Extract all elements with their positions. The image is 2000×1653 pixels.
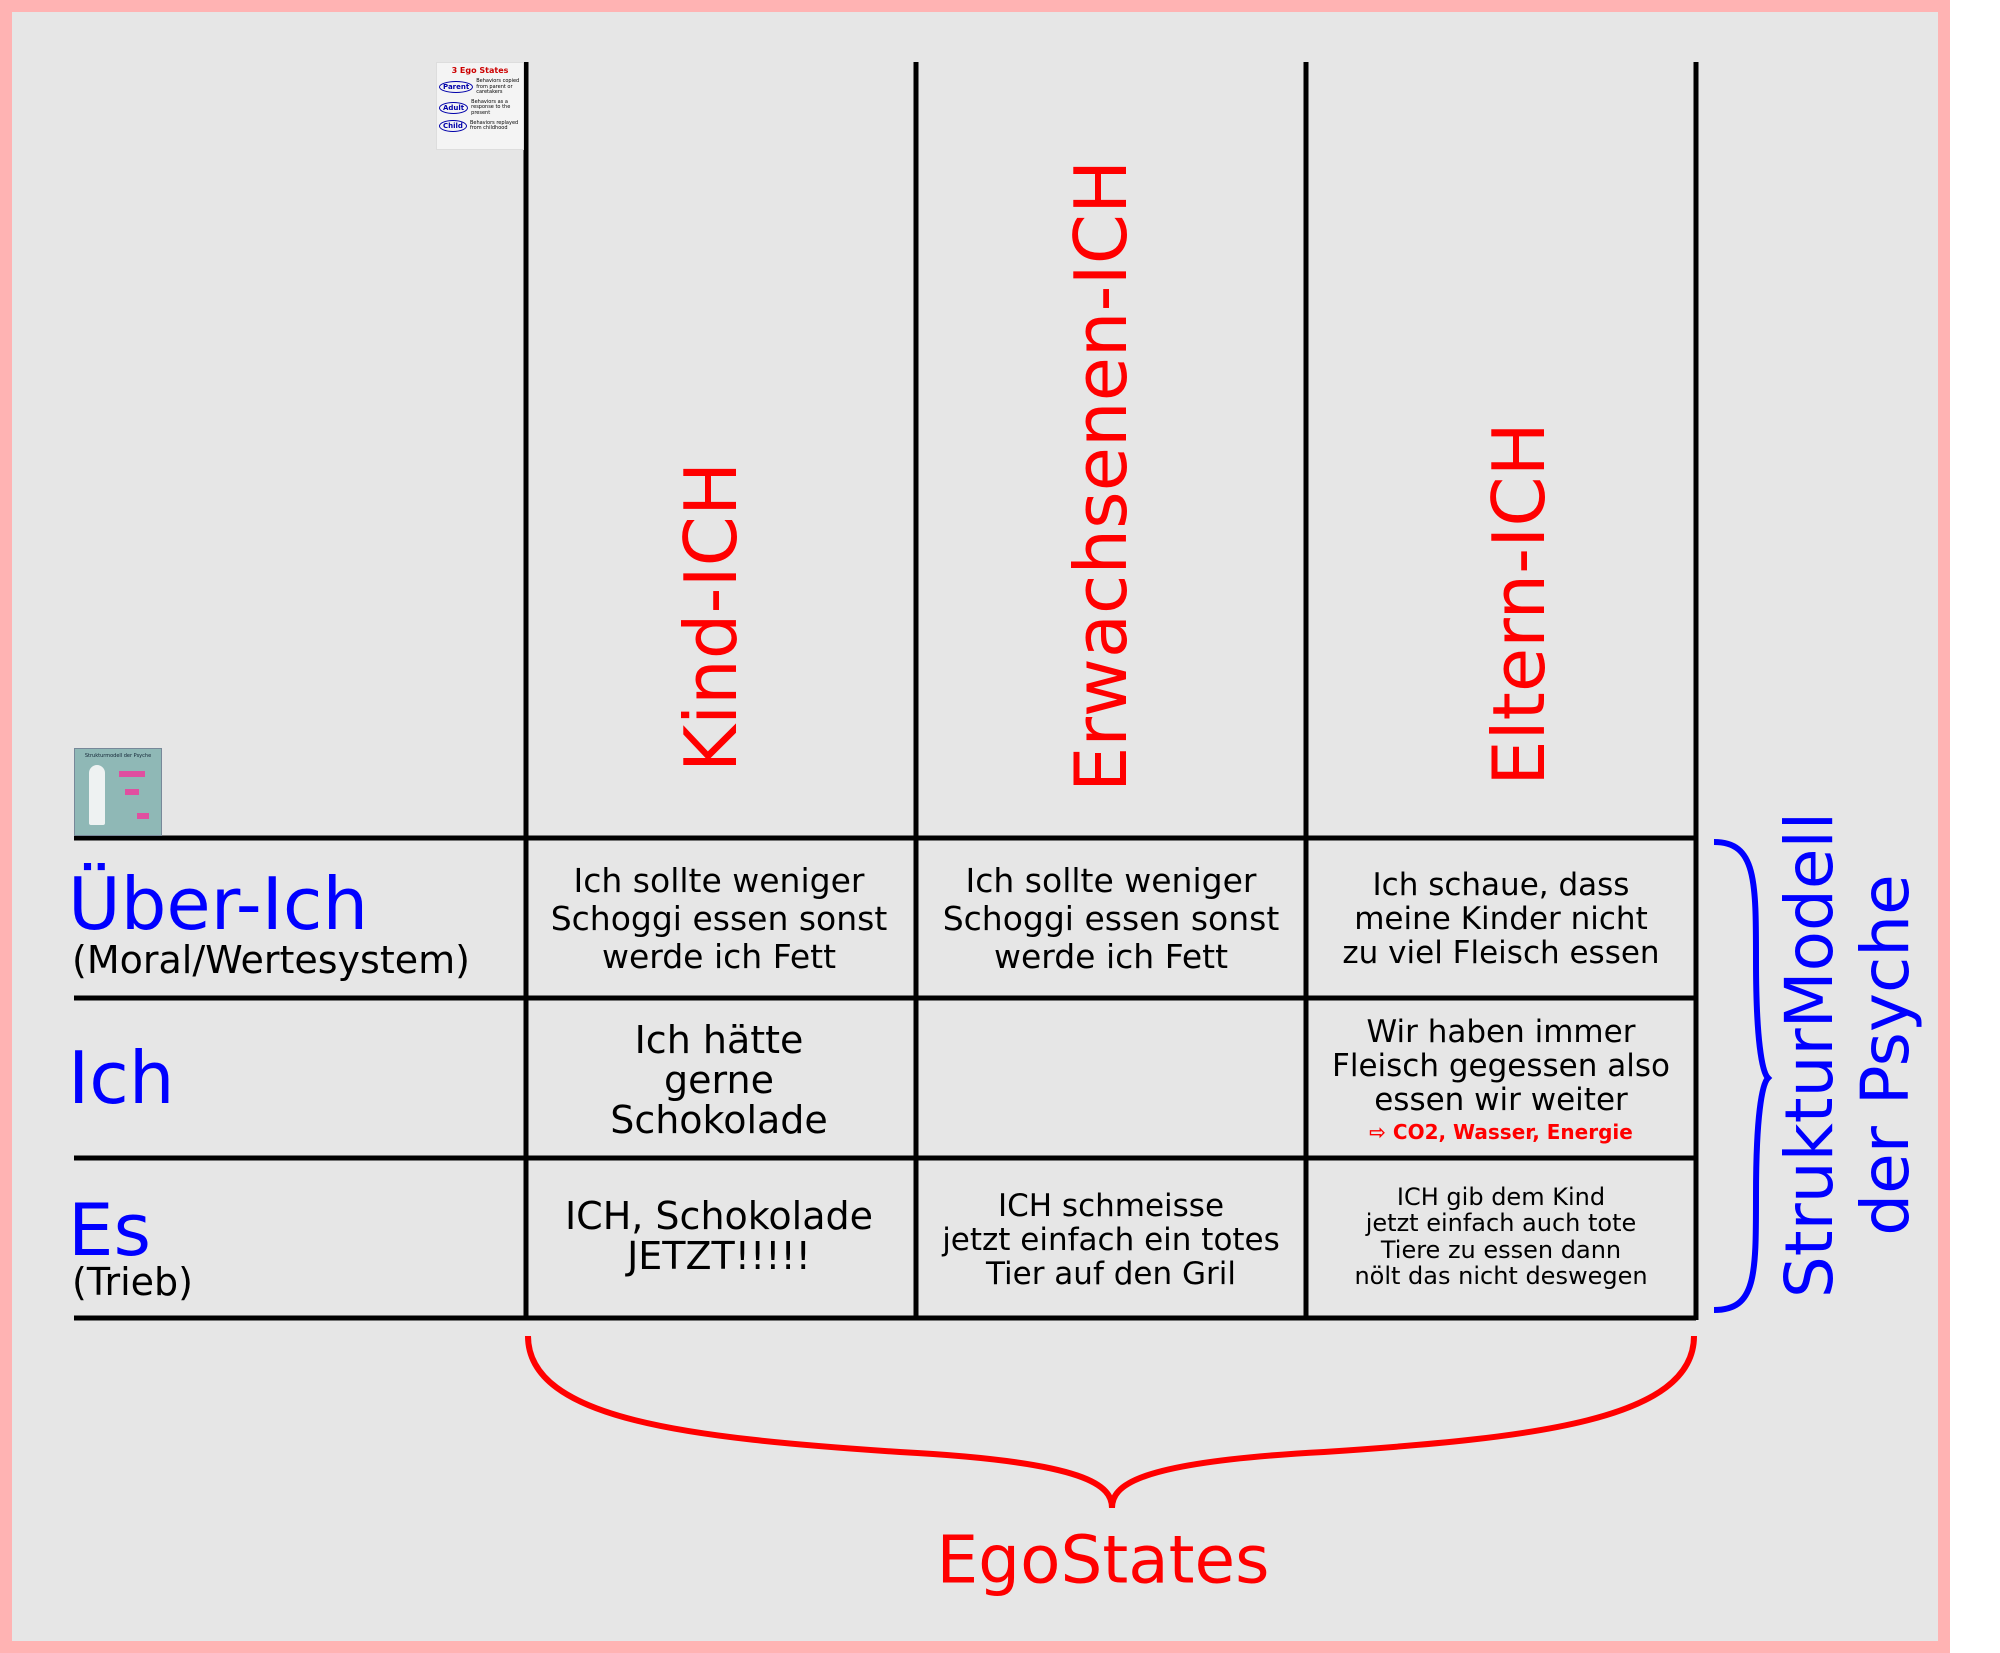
cell-ueber-ich-eltern: Ich schaue, dass meine Kinder nicht zu v…	[1311, 868, 1691, 970]
cell-line: gerne	[664, 1058, 774, 1103]
cell-line: werde ich Fett	[601, 936, 837, 976]
strukturmodell-label-line: der Psyche	[1847, 874, 1924, 1236]
cell-line: Ich sollte weniger	[573, 861, 865, 901]
cell-line: nölt das nicht deswegen	[1354, 1262, 1648, 1291]
cell-line: essen wir weiter	[1374, 1082, 1628, 1119]
row-subtitle-ueber-ich: (Moral/Wertesystem)	[72, 938, 470, 982]
ego-states-brace	[525, 1335, 1697, 1509]
cell-line: Tiere zu essen dann	[1380, 1236, 1622, 1264]
cell-line: jetzt einfach ein totes	[942, 1221, 1280, 1258]
child-badge: Child	[439, 120, 467, 132]
cell-ueber-ich-erwachsen: Ich sollte weniger Schoggi essen sonst w…	[921, 862, 1301, 976]
cell-line: Ich hätte	[634, 1018, 804, 1063]
cell-line: werde ich Fett	[993, 936, 1229, 976]
cell-line: Tier auf den Gril	[986, 1256, 1236, 1293]
strukturmodell-label-line: StrukturModell	[1771, 811, 1849, 1299]
child-desc: Behaviors replayed from childhood	[469, 119, 519, 131]
row-title-ueber-ich: Über-Ich	[68, 862, 369, 946]
cell-ich-eltern: Wir haben immer Fleisch gegessen also es…	[1311, 1015, 1691, 1143]
adult-desc: Behaviors as a response to the present	[471, 98, 511, 116]
cell-line: ICH, Schokolade	[564, 1194, 874, 1239]
thumbnail-title: Strukturmodell der Psyche	[84, 753, 152, 759]
cell-line: meine Kinder nicht	[1354, 900, 1648, 937]
cell-line: Schokolade	[610, 1097, 828, 1142]
cell-line: Fleisch gegessen also	[1332, 1047, 1670, 1084]
cell-line: ICH gib dem Kind	[1396, 1183, 1606, 1212]
cell-es-erwachsen: ICH schmeisse jetzt einfach ein totes Ti…	[921, 1189, 1301, 1291]
parent-badge: Parent	[439, 81, 474, 94]
cell-ich-kind: Ich hätte gerne Schokolade	[529, 1018, 909, 1142]
cell-line: ICH schmeisse	[997, 1187, 1225, 1224]
column-header-kind-ich: Kind-ICH	[669, 461, 753, 773]
freud-figure-icon	[89, 765, 105, 825]
tag-icon	[137, 813, 149, 819]
row-title-es: Es	[68, 1188, 152, 1272]
strukturmodell-label: StrukturModell der Psyche	[1771, 811, 1924, 1299]
column-header-eltern-ich: Eltern-ICH	[1477, 422, 1561, 786]
thumbnail-title: 3 Ego States	[451, 66, 509, 75]
cell-line: Wir haben immer	[1366, 1013, 1636, 1050]
strukturmodell-thumbnail[interactable]: Strukturmodell der Psyche	[74, 748, 162, 836]
cell-line: Schoggi essen sonst	[550, 899, 888, 939]
cell-es-kind: ICH, Schokolade JETZT!!!!!	[529, 1194, 909, 1278]
column-header-erwachsenen-ich: Erwachsenen-ICH	[1059, 159, 1143, 793]
tag-icon	[125, 789, 139, 795]
cell-line: JETZT!!!!!	[627, 1234, 811, 1278]
adult-badge: Adult	[439, 101, 469, 114]
cell-line: Schoggi essen sonst	[942, 899, 1280, 939]
cell-es-eltern: ICH gib dem Kind jetzt einfach auch tote…	[1311, 1184, 1691, 1290]
ego-states-thumbnail[interactable]: 3 Ego States Parent Behaviors copied from…	[436, 62, 524, 150]
diagram-frame	[0, 0, 1950, 1653]
cell-line: Ich sollte weniger	[965, 861, 1257, 901]
ego-states-label: EgoStates	[936, 1521, 1270, 1599]
strukturmodell-brace	[1713, 839, 1773, 1313]
cell-line: zu viel Fleisch essen	[1342, 935, 1660, 972]
parent-desc: Behaviors copied from parent or caretake…	[476, 78, 520, 95]
cell-ueber-ich-kind: Ich sollte weniger Schoggi essen sonst w…	[529, 862, 909, 976]
cell-line: jetzt einfach auch tote	[1365, 1209, 1637, 1238]
impact-note: ⇨ CO2, Wasser, Energie	[1369, 1120, 1633, 1145]
row-subtitle-es: (Trieb)	[72, 1260, 193, 1304]
row-title-ich: Ich	[68, 1036, 175, 1120]
tag-icon	[119, 771, 145, 777]
cell-line: Ich schaue, dass	[1372, 866, 1630, 903]
